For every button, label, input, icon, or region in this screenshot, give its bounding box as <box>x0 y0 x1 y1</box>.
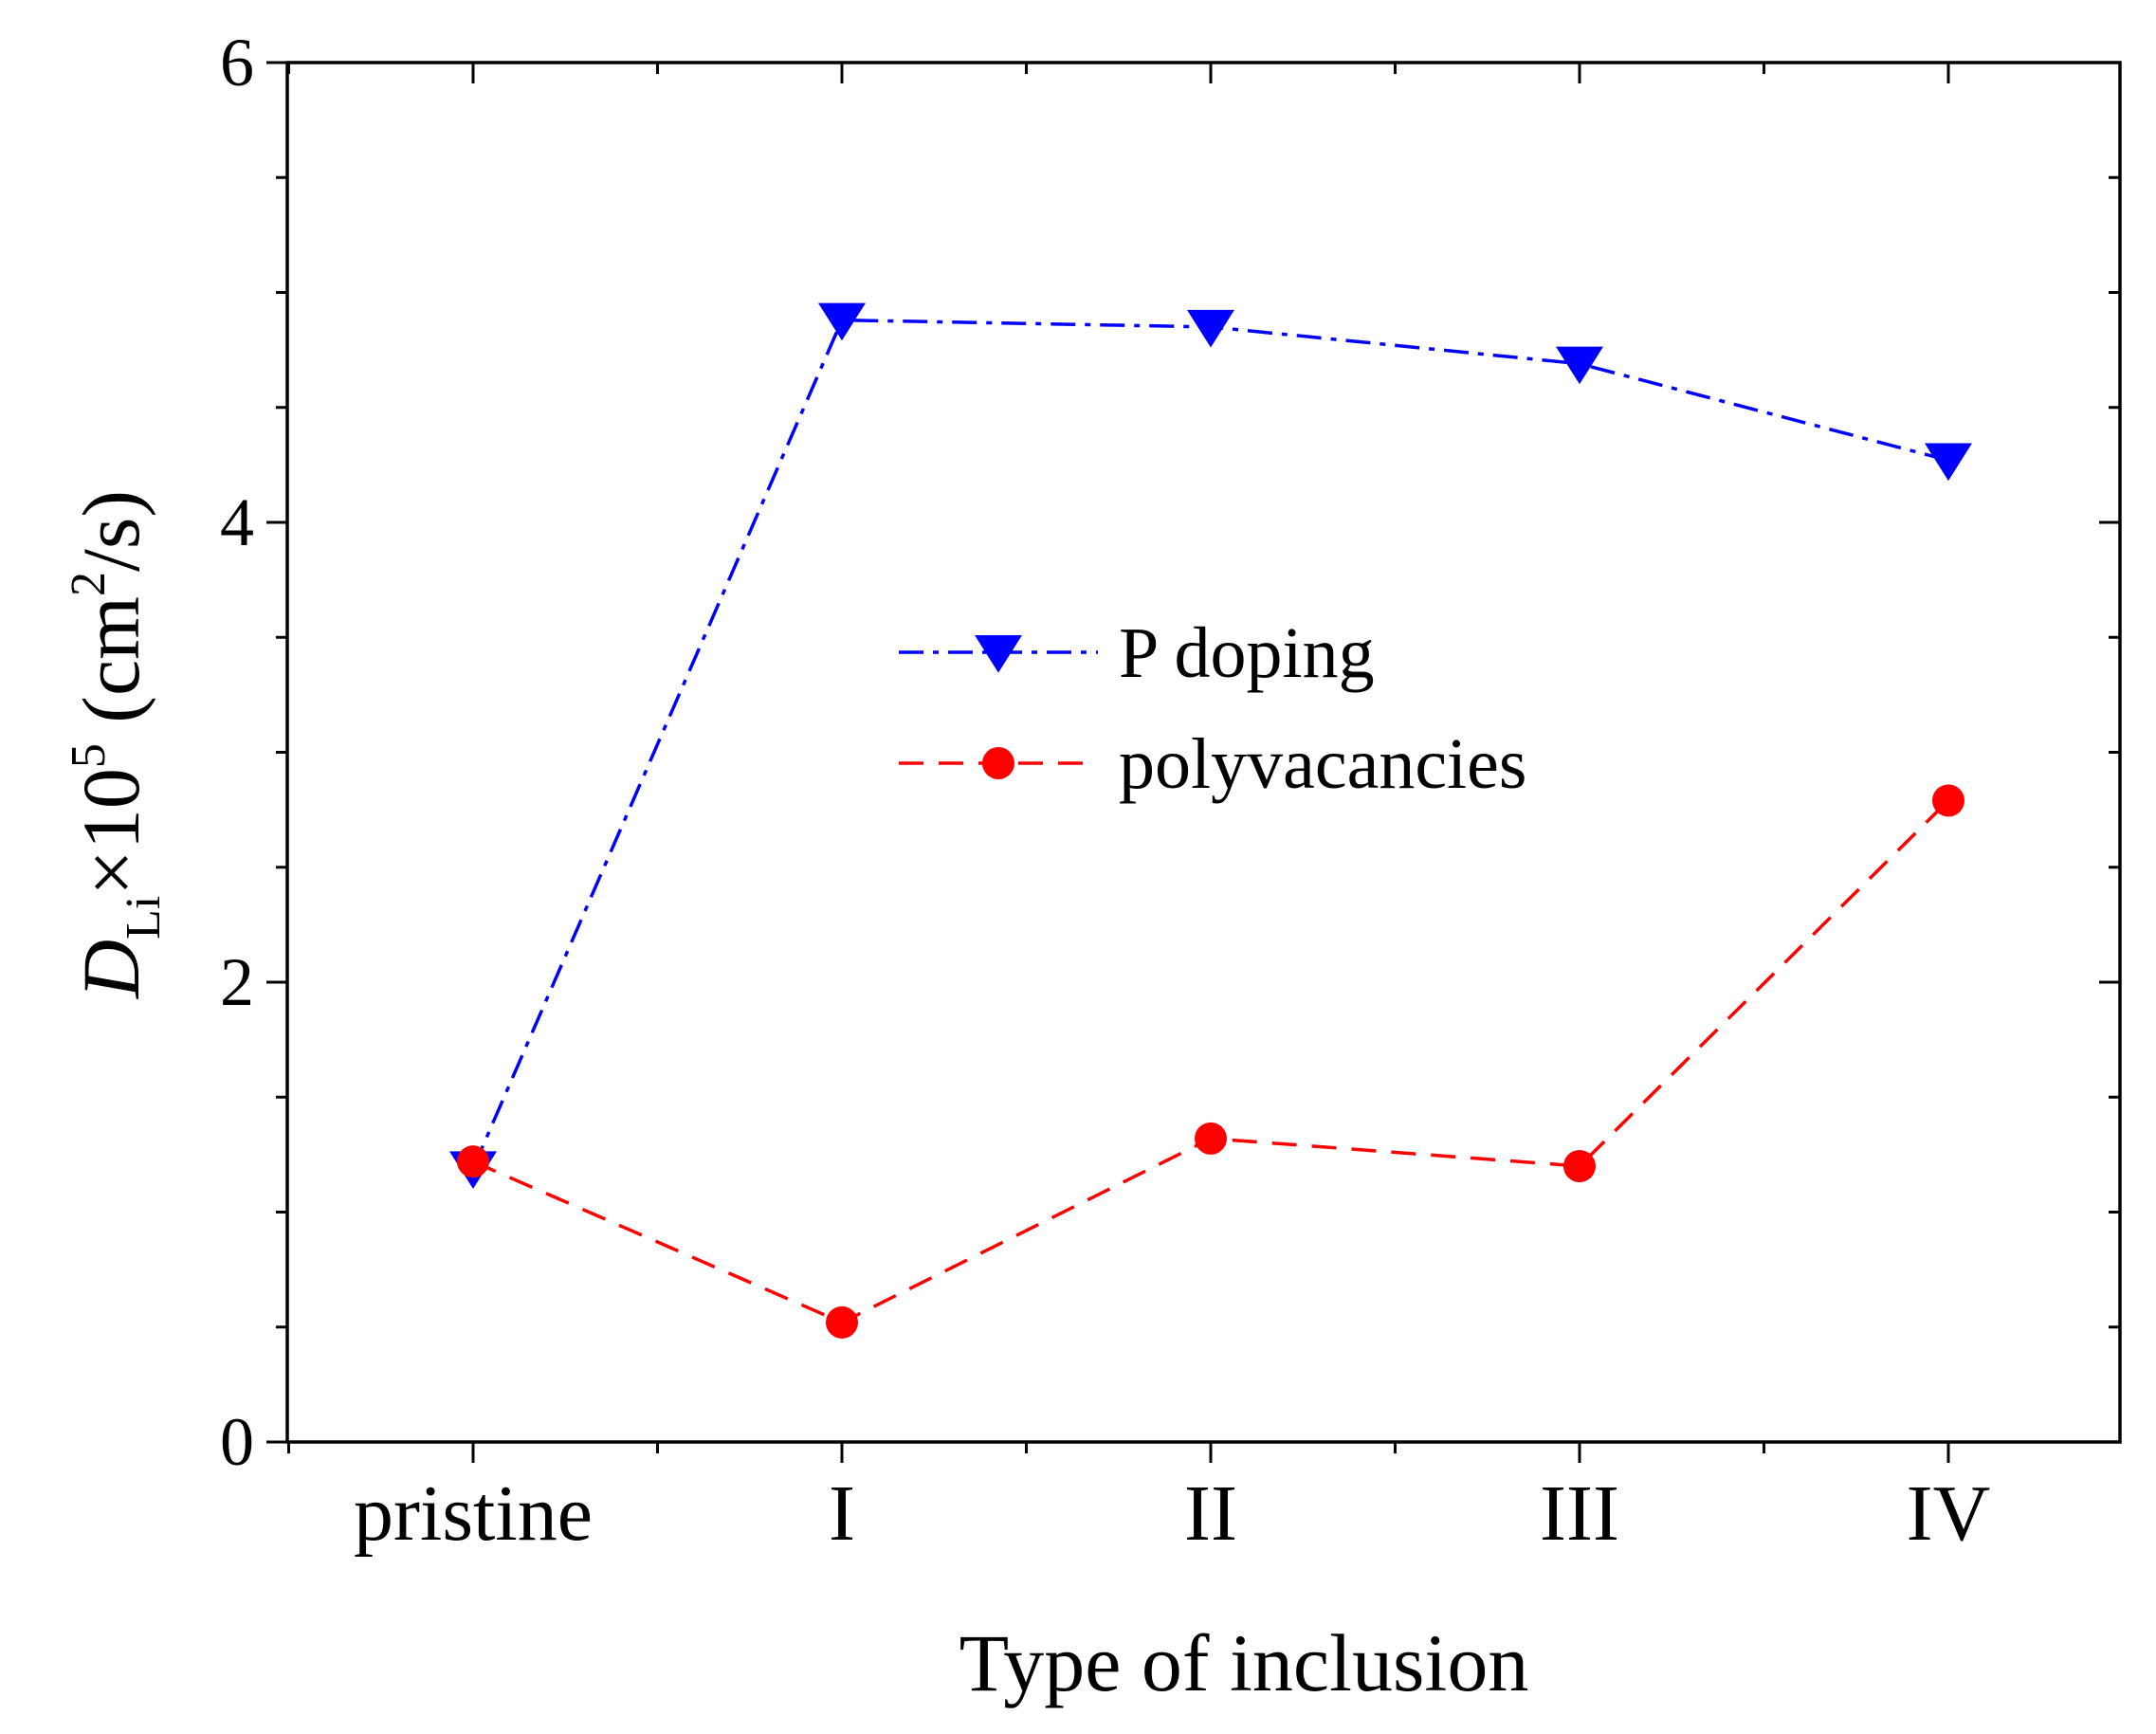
y-label-unit-exponent: 2 <box>62 572 116 596</box>
series-lines <box>471 318 1950 1324</box>
data-point-polyvacancies <box>1563 1150 1596 1182</box>
x-axis-label: Type of inclusion <box>959 1617 1529 1708</box>
data-point-p-doping <box>1556 346 1603 385</box>
legend-label-p-doping: P doping <box>1119 613 1375 693</box>
series-line-polyvacancies <box>472 799 1950 1324</box>
y-tick-label: 0 <box>220 1404 254 1480</box>
data-point-p-doping <box>818 302 866 341</box>
x-tick-label: IV <box>1907 1469 1991 1558</box>
y-tick-label: 4 <box>220 484 254 560</box>
legend-label-polyvacancies: polyvacancies <box>1119 724 1526 804</box>
data-point-p-doping <box>1925 443 1972 482</box>
x-tick-label: pristine <box>354 1469 593 1558</box>
y-label-unit-open: (cm <box>65 596 156 743</box>
y-tick-label: 2 <box>220 944 254 1020</box>
data-point-polyvacancies <box>826 1305 858 1339</box>
x-tick-labels: pristine I II III IV <box>354 1469 1990 1558</box>
x-tick-label: I <box>829 1469 855 1558</box>
y-axis-label: DLi×105 (cm2/s) <box>62 490 171 999</box>
y-label-unit-close: /s) <box>65 490 156 572</box>
legend: P doping polyvacancies <box>899 613 1526 804</box>
y-label-symbol: D <box>65 940 156 999</box>
y-label-times: ×10 <box>65 768 156 896</box>
plot-area <box>266 61 2122 1463</box>
x-tick-label: III <box>1540 1469 1619 1558</box>
data-point-polyvacancies <box>1195 1122 1227 1155</box>
data-point-polyvacancies <box>1932 784 1964 817</box>
series-markers <box>449 302 1972 1339</box>
y-label-subscript: Li <box>117 896 171 940</box>
data-point-polyvacancies <box>457 1145 489 1178</box>
legend-marker-polyvacancies <box>982 747 1014 779</box>
y-label-exponent: 5 <box>62 743 116 768</box>
data-point-p-doping <box>1187 309 1234 348</box>
y-tick-labels: 0 2 4 6 <box>220 25 254 1480</box>
legend-marker-p-doping <box>975 635 1022 673</box>
y-tick-label: 6 <box>220 25 254 100</box>
x-tick-label: II <box>1184 1469 1237 1558</box>
axis-ticks <box>266 61 2120 1463</box>
